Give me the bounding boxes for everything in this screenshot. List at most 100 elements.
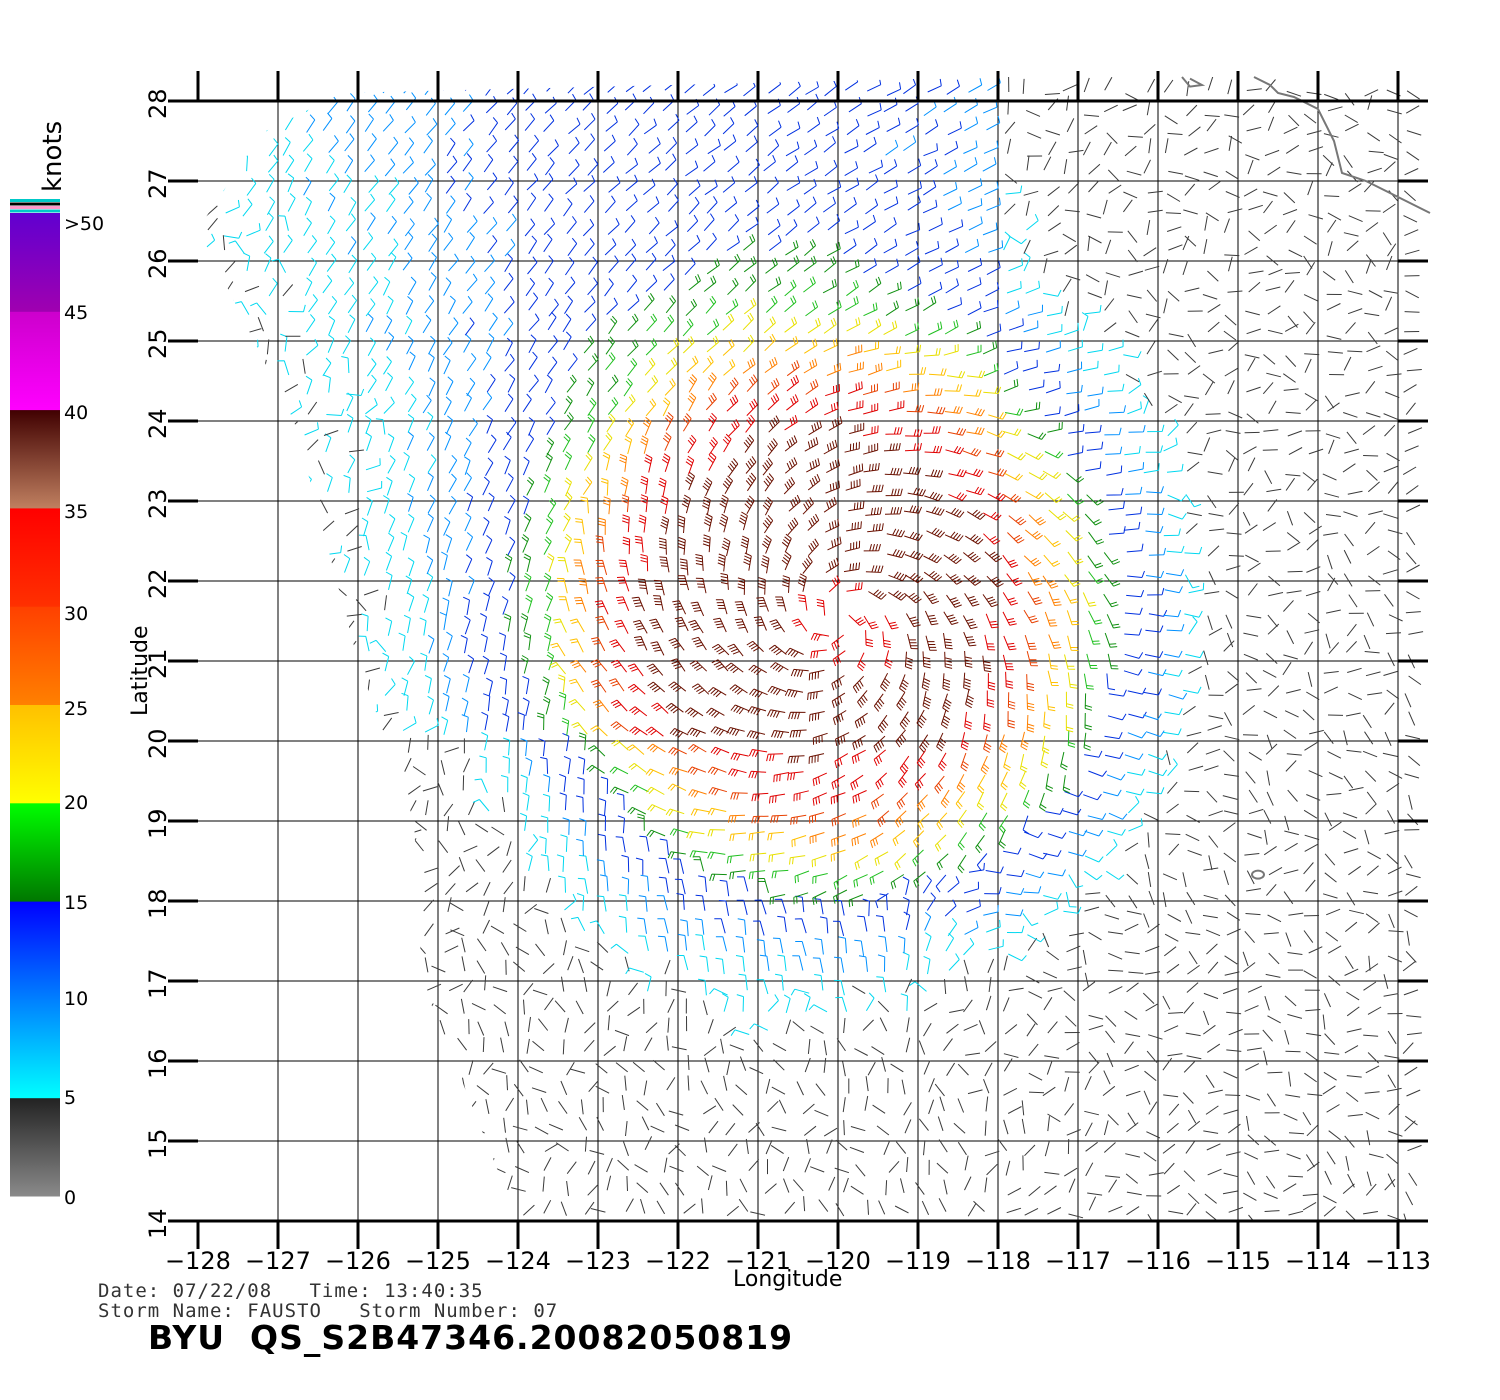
wind-barb — [382, 652, 390, 672]
wind-barb — [1087, 343, 1104, 354]
wind-barb — [1025, 491, 1044, 500]
wind-barb — [727, 814, 746, 823]
wind-barb — [577, 877, 589, 894]
wind-barb — [982, 340, 998, 355]
wind-barb — [1288, 1175, 1304, 1178]
wind-barb — [299, 1119, 307, 1134]
wind-barb — [923, 1022, 932, 1037]
wind-barb — [751, 792, 769, 802]
wind-barb — [385, 551, 393, 571]
colorbar-tick-label: 15 — [64, 892, 89, 914]
wind-barb — [246, 77, 256, 96]
wind-barb — [515, 1140, 525, 1154]
wind-barb — [282, 284, 294, 297]
wind-barb — [326, 473, 333, 492]
wind-barb — [287, 173, 295, 193]
wind-barb — [793, 892, 809, 905]
wind-barb — [707, 807, 727, 816]
wind-barb — [1347, 1173, 1355, 1188]
wind-barb — [213, 1180, 226, 1192]
wind-barb — [1406, 591, 1420, 600]
wind-barb — [264, 507, 279, 515]
wind-barb — [1204, 381, 1214, 396]
wind-barb — [884, 346, 901, 355]
wind-barb — [811, 854, 827, 868]
wind-barb — [1246, 888, 1261, 892]
wind-barb — [363, 961, 371, 976]
wind-barb — [423, 135, 433, 154]
wind-barb — [1187, 1120, 1201, 1131]
wind-barb — [322, 676, 328, 692]
wind-barb — [873, 693, 885, 712]
wind-barb — [812, 891, 827, 905]
wind-barb — [977, 774, 986, 794]
wind-barb — [303, 77, 315, 95]
wind-barb — [1388, 930, 1404, 933]
wind-barb — [545, 277, 554, 297]
wind-barb — [312, 1070, 328, 1077]
wind-barb — [1106, 132, 1118, 144]
wind-barb — [1322, 893, 1338, 899]
wind-barb — [1228, 1206, 1244, 1213]
wind-barb — [1262, 669, 1277, 678]
wind-barb — [770, 662, 789, 673]
wind-barb — [646, 196, 660, 213]
wind-barb — [902, 951, 910, 970]
wind-barb — [205, 401, 215, 415]
wind-barb — [326, 1181, 329, 1197]
wind-barb — [644, 357, 656, 376]
wind-barb — [1224, 955, 1238, 965]
wind-barb — [1307, 671, 1313, 687]
wind-barb — [765, 1140, 773, 1155]
wind-barb — [1303, 113, 1317, 124]
wind-barb — [1186, 814, 1200, 823]
wind-barb — [296, 639, 305, 654]
wind-barb — [339, 816, 346, 832]
wind-barb — [363, 704, 379, 717]
wind-barb — [387, 1118, 399, 1131]
wind-barb — [1167, 758, 1178, 777]
wind-barb — [491, 826, 505, 836]
wind-barb — [1324, 853, 1336, 866]
wind-barb — [487, 846, 500, 857]
colorbar-tick-label: 25 — [64, 698, 89, 720]
wind-barb — [362, 1084, 375, 1096]
wind-barb — [1363, 1034, 1379, 1037]
wind-barb — [1084, 1122, 1093, 1137]
wind-barb — [1206, 943, 1218, 955]
wind-barb — [1323, 731, 1334, 745]
wind-barb — [963, 140, 978, 154]
wind-barb — [1082, 981, 1096, 992]
colorbar-band — [10, 999, 60, 1099]
wind-barb — [1064, 244, 1078, 255]
wind-barb — [322, 520, 335, 532]
wind-barb — [647, 804, 667, 812]
wind-barb — [664, 238, 676, 257]
wind-barb — [500, 775, 509, 793]
footer-storm-info: Storm Name: FAUSTO Storm Number: 07 — [98, 1300, 559, 1322]
wind-barb — [1004, 121, 1016, 134]
wind-barb — [1285, 144, 1300, 154]
wind-barb — [634, 1164, 648, 1173]
wind-barb — [443, 517, 451, 536]
wind-barb — [240, 1158, 246, 1174]
wind-barb — [324, 827, 339, 836]
wind-barb — [658, 537, 667, 555]
wind-barb — [792, 1179, 804, 1192]
wind-barb — [1148, 890, 1155, 906]
wind-barb — [1242, 104, 1255, 116]
wind-barb — [1065, 1015, 1077, 1027]
wind-barb — [1327, 241, 1333, 256]
wind-barb — [224, 736, 230, 752]
wind-barb — [302, 133, 314, 152]
wind-barb — [513, 923, 527, 932]
wind-barb — [228, 155, 238, 174]
wind-barb — [988, 240, 1004, 253]
wind-barb — [512, 961, 526, 972]
wind-barb — [879, 1017, 888, 1032]
colorbar — [10, 199, 60, 1197]
wind-barb — [1228, 135, 1233, 151]
wind-barb — [888, 571, 908, 582]
wind-barb — [1223, 1109, 1239, 1115]
wind-barb — [402, 1016, 410, 1031]
